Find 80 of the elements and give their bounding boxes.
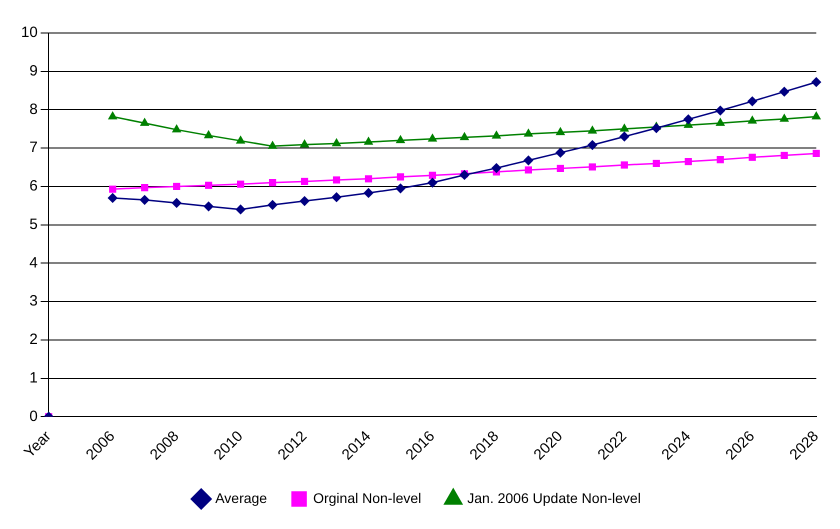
y-tick-label: 1 (29, 369, 38, 386)
point (684, 114, 694, 124)
point (780, 152, 788, 159)
point (652, 160, 660, 168)
point (716, 106, 726, 116)
point (172, 198, 182, 208)
y-tick-label: 6 (29, 178, 38, 195)
point (332, 138, 341, 146)
y-tick-label: 0 (29, 408, 38, 425)
point (140, 195, 150, 205)
point (396, 136, 405, 144)
point (716, 156, 724, 164)
point (812, 112, 820, 120)
point (268, 141, 277, 149)
point (524, 156, 534, 166)
point (237, 180, 244, 188)
point (812, 150, 820, 158)
point (748, 96, 758, 106)
point (460, 170, 470, 180)
point (300, 196, 310, 206)
point (108, 112, 117, 120)
y-tick-label: 8 (29, 100, 38, 118)
y-tick-label: 7 (29, 139, 38, 156)
point (268, 179, 276, 186)
point (524, 166, 532, 174)
point (588, 126, 597, 134)
point (652, 123, 662, 133)
point (236, 136, 245, 144)
x-tick-label: Year (20, 428, 54, 462)
point (268, 200, 278, 210)
point (204, 202, 214, 212)
point (460, 132, 469, 140)
point (141, 184, 148, 192)
point (332, 192, 342, 202)
y-tick-label: 9 (29, 62, 38, 80)
point (748, 116, 757, 124)
legend-label: Average (215, 490, 268, 506)
point (780, 86, 790, 96)
point (812, 77, 822, 87)
point (172, 124, 181, 132)
point (108, 193, 118, 203)
point (588, 140, 598, 150)
point (524, 129, 533, 137)
point (620, 132, 630, 142)
y-tick-label: 4 (29, 254, 38, 272)
point (716, 118, 725, 126)
point (556, 148, 566, 158)
point (428, 172, 436, 179)
point (140, 118, 149, 126)
point (492, 131, 501, 139)
point (300, 140, 309, 148)
point (205, 182, 212, 189)
point (364, 137, 373, 145)
point (428, 134, 437, 142)
point (173, 182, 180, 190)
point (780, 114, 789, 122)
point (748, 154, 756, 161)
point (492, 163, 502, 173)
point (396, 173, 404, 180)
y-tick-label: 3 (29, 292, 38, 310)
point (556, 128, 565, 136)
point (109, 186, 116, 193)
point (620, 124, 629, 132)
point (556, 164, 564, 172)
legend-label: Jan. 2006 Update Non-level (467, 490, 641, 506)
point (364, 175, 372, 182)
point (428, 178, 438, 188)
point (300, 178, 308, 186)
point (396, 184, 406, 194)
point (204, 130, 213, 138)
point (364, 188, 374, 198)
y-tick-label: 10 (20, 24, 38, 42)
point (236, 204, 246, 214)
legend-label: Orginal Non-level (313, 490, 422, 506)
point (332, 176, 340, 184)
y-tick-label: 5 (29, 216, 38, 233)
y-tick-label: 2 (29, 331, 38, 348)
point (684, 158, 692, 166)
point (588, 163, 596, 170)
point (620, 161, 628, 169)
